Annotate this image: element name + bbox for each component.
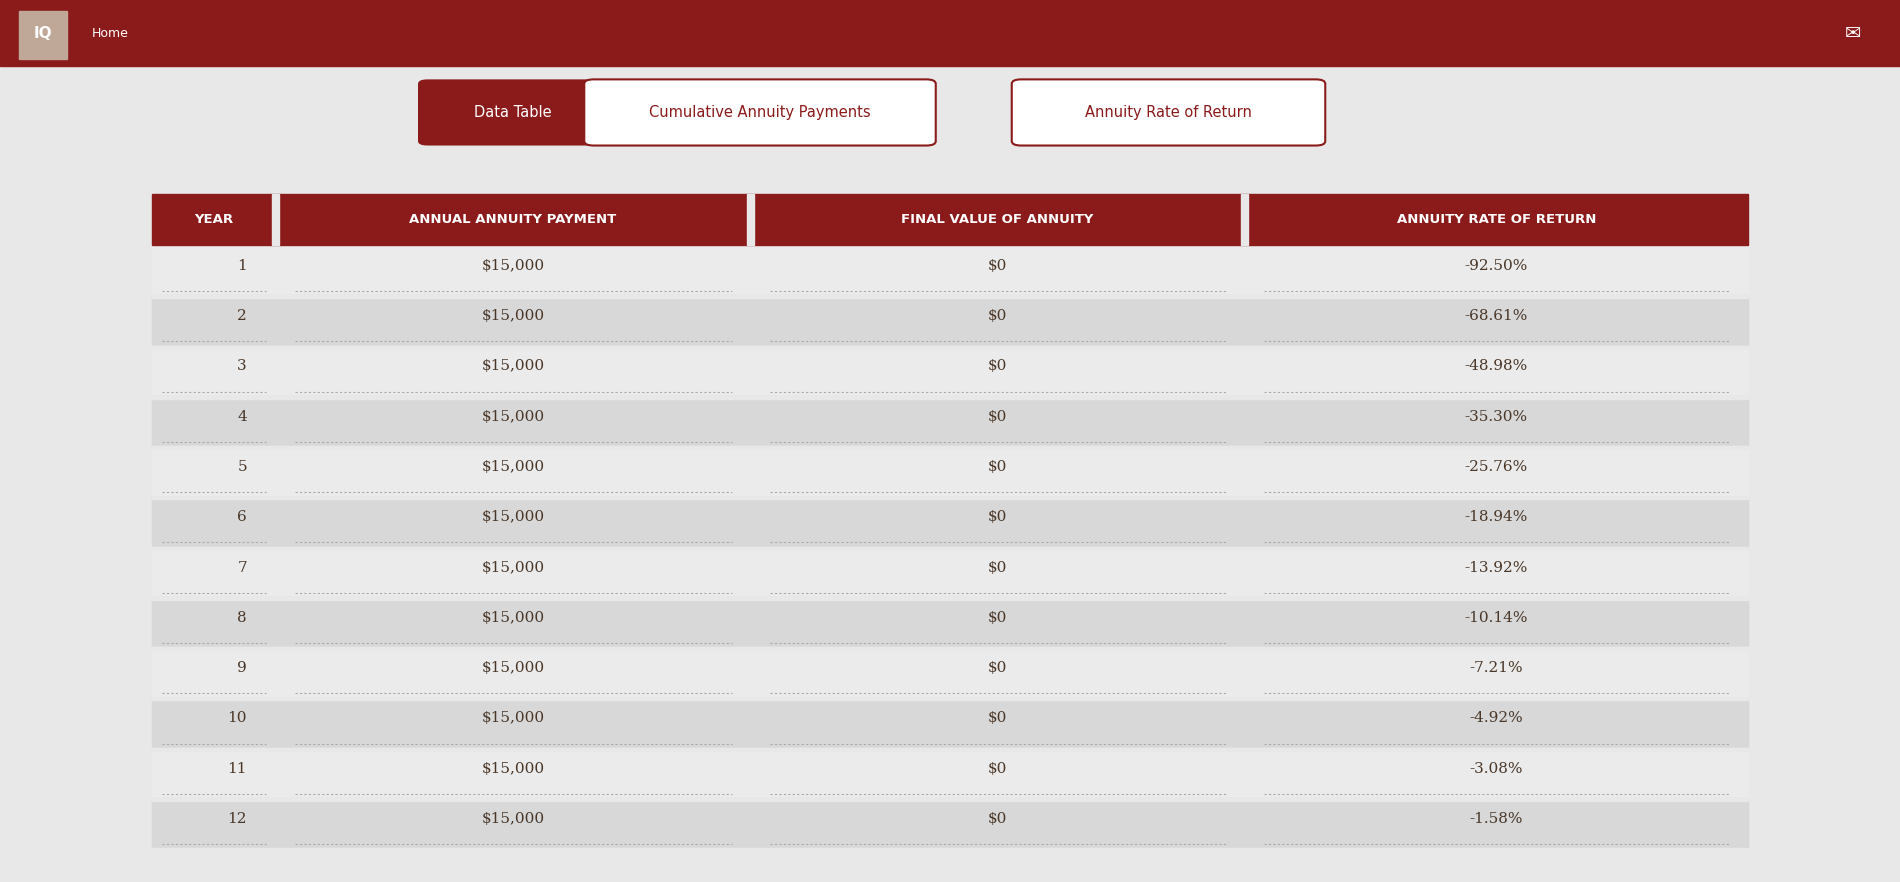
- Bar: [152, 647, 1748, 650]
- Bar: [152, 245, 1748, 295]
- Text: $15,000: $15,000: [481, 310, 545, 323]
- Bar: [152, 597, 1748, 647]
- Text: $15,000: $15,000: [481, 259, 545, 273]
- Text: $0: $0: [988, 360, 1007, 373]
- Text: 9: 9: [238, 662, 247, 675]
- Bar: [272, 194, 279, 245]
- Bar: [152, 194, 1748, 245]
- Text: $15,000: $15,000: [481, 812, 545, 826]
- Bar: [152, 848, 1748, 851]
- Bar: [152, 396, 1748, 446]
- Text: ANNUAL ANNUITY PAYMENT: ANNUAL ANNUITY PAYMENT: [408, 213, 618, 226]
- Text: $15,000: $15,000: [481, 762, 545, 775]
- Bar: [152, 497, 1748, 499]
- Bar: [0, 0, 1900, 66]
- Text: -48.98%: -48.98%: [1465, 360, 1528, 373]
- Text: 12: 12: [228, 812, 247, 826]
- Bar: [152, 446, 1748, 449]
- FancyBboxPatch shape: [1011, 79, 1326, 146]
- Text: 1: 1: [238, 259, 247, 273]
- Text: -68.61%: -68.61%: [1465, 310, 1528, 323]
- Text: -1.58%: -1.58%: [1469, 812, 1524, 826]
- Text: $0: $0: [988, 611, 1007, 624]
- Bar: [152, 698, 1748, 748]
- Text: $0: $0: [988, 712, 1007, 725]
- Bar: [152, 597, 1748, 600]
- Text: $15,000: $15,000: [481, 460, 545, 474]
- Text: -25.76%: -25.76%: [1465, 460, 1528, 474]
- Text: Annuity Rate of Return: Annuity Rate of Return: [1085, 105, 1252, 120]
- Text: $0: $0: [988, 762, 1007, 775]
- Text: -35.30%: -35.30%: [1465, 410, 1528, 423]
- FancyBboxPatch shape: [585, 79, 935, 146]
- Text: -3.08%: -3.08%: [1469, 762, 1524, 775]
- Bar: [19, 11, 66, 59]
- Bar: [152, 547, 1748, 549]
- Text: $15,000: $15,000: [481, 360, 545, 373]
- Bar: [152, 698, 1748, 700]
- Text: -92.50%: -92.50%: [1465, 259, 1528, 273]
- Bar: [152, 396, 1748, 399]
- FancyBboxPatch shape: [418, 79, 608, 146]
- Text: IQ: IQ: [34, 26, 51, 41]
- Text: 3: 3: [238, 360, 247, 373]
- Bar: [152, 346, 1748, 348]
- Text: $0: $0: [988, 662, 1007, 675]
- Text: 10: 10: [228, 712, 247, 725]
- Text: -10.14%: -10.14%: [1465, 611, 1528, 624]
- Text: YEAR: YEAR: [194, 213, 234, 226]
- Text: $15,000: $15,000: [481, 410, 545, 423]
- Bar: [152, 647, 1748, 698]
- Text: 5: 5: [238, 460, 247, 474]
- Bar: [152, 295, 1748, 298]
- Text: Cumulative Annuity Payments: Cumulative Annuity Payments: [650, 105, 870, 120]
- Bar: [152, 497, 1748, 547]
- Text: $0: $0: [988, 460, 1007, 474]
- Bar: [152, 798, 1748, 848]
- Text: 2: 2: [238, 310, 247, 323]
- Text: ✉: ✉: [1845, 24, 1860, 42]
- Text: $0: $0: [988, 410, 1007, 423]
- Text: $15,000: $15,000: [481, 511, 545, 524]
- Bar: [152, 547, 1748, 597]
- Text: $0: $0: [988, 812, 1007, 826]
- Text: $0: $0: [988, 511, 1007, 524]
- Text: $0: $0: [988, 561, 1007, 574]
- Text: -18.94%: -18.94%: [1465, 511, 1528, 524]
- Text: -7.21%: -7.21%: [1469, 662, 1524, 675]
- Bar: [152, 446, 1748, 497]
- Bar: [152, 295, 1748, 346]
- Text: 8: 8: [238, 611, 247, 624]
- Text: FINAL VALUE OF ANNUITY: FINAL VALUE OF ANNUITY: [901, 213, 1094, 226]
- Text: -13.92%: -13.92%: [1465, 561, 1528, 574]
- Text: $15,000: $15,000: [481, 712, 545, 725]
- Bar: [152, 748, 1748, 798]
- Bar: [152, 798, 1748, 801]
- Text: 7: 7: [238, 561, 247, 574]
- Bar: [1241, 194, 1248, 245]
- Text: $0: $0: [988, 310, 1007, 323]
- Bar: [152, 346, 1748, 396]
- Bar: [747, 194, 754, 245]
- Text: Data Table: Data Table: [475, 105, 551, 120]
- Text: 4: 4: [238, 410, 247, 423]
- Text: 6: 6: [238, 511, 247, 524]
- Text: ANNUITY RATE OF RETURN: ANNUITY RATE OF RETURN: [1396, 213, 1596, 226]
- Text: $15,000: $15,000: [481, 611, 545, 624]
- Text: $15,000: $15,000: [481, 561, 545, 574]
- Text: Home: Home: [91, 26, 129, 40]
- Text: -4.92%: -4.92%: [1469, 712, 1524, 725]
- Text: $15,000: $15,000: [481, 662, 545, 675]
- Text: $0: $0: [988, 259, 1007, 273]
- Bar: [72, 13, 148, 57]
- Text: 11: 11: [228, 762, 247, 775]
- Bar: [152, 748, 1748, 751]
